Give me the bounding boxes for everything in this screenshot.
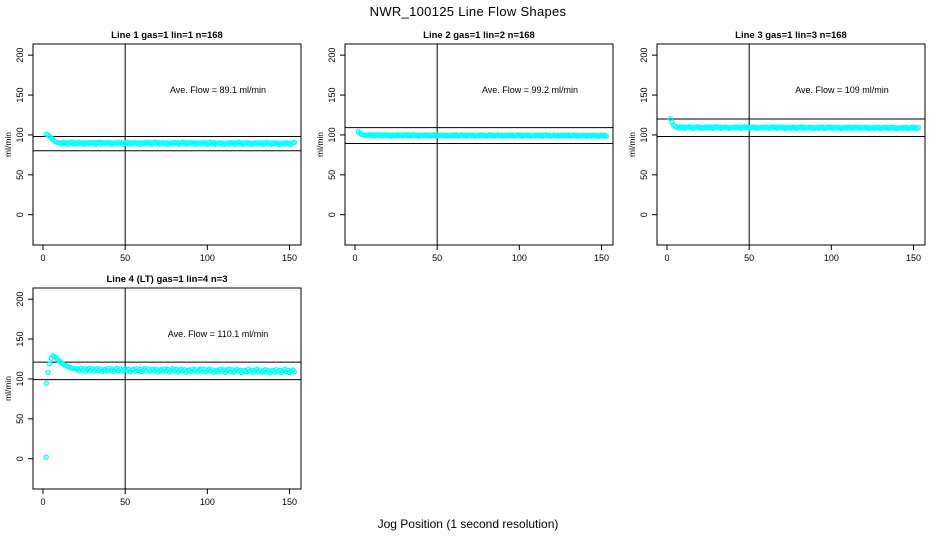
data-point xyxy=(46,361,53,367)
figure-title: NWR_100125 Line Flow Shapes xyxy=(369,4,567,19)
x-tick-label: 100 xyxy=(824,253,839,263)
y-axis-label: ml/min xyxy=(3,132,13,157)
avg-flow-annotation: Ave. Flow = 109 ml/min xyxy=(795,85,889,95)
data-points xyxy=(43,353,298,460)
data-point xyxy=(915,125,922,131)
chart-panel-3: Line 3 gas=1 lin=3 n=168 0 50 100 150 0 50 100 1… xyxy=(624,22,936,271)
y-tick-label: 0 xyxy=(327,212,337,217)
x-tick-label: 100 xyxy=(200,497,215,507)
y-axis-label: ml/min xyxy=(3,376,13,401)
data-points xyxy=(43,131,298,148)
y-tick-label: 0 xyxy=(15,212,25,217)
x-tick-label: 150 xyxy=(906,253,921,263)
y-tick-label: 100 xyxy=(15,371,25,386)
y-axis-label: ml/min xyxy=(627,132,637,157)
y-tick-label: 150 xyxy=(15,332,25,347)
y-tick-label: 150 xyxy=(327,88,337,103)
chart-panel-2: Line 2 gas=1 lin=2 n=168 0 50 100 150 0 50 100 1… xyxy=(312,22,624,271)
y-tick-label: 200 xyxy=(327,48,337,63)
x-tick-label: 50 xyxy=(120,253,130,263)
x-tick-label: 100 xyxy=(512,253,527,263)
data-point xyxy=(45,369,51,376)
y-tick-label: 200 xyxy=(15,292,25,307)
x-tick-label: 0 xyxy=(41,497,46,507)
x-tick-label: 50 xyxy=(432,253,442,263)
y-tick-label: 50 xyxy=(327,170,337,180)
panel-title: Line 4 (LT) gas=1 lin=4 n=3 xyxy=(107,274,228,285)
chart-panel-4: Line 4 (LT) gas=1 lin=4 n=3 0 50 100 150 0 50 1… xyxy=(0,266,312,515)
panel-title: Line 3 gas=1 lin=3 n=168 xyxy=(735,30,847,41)
y-axis-label: ml/min xyxy=(315,132,325,157)
y-tick-label: 0 xyxy=(15,456,25,461)
chart-panel-svg: Line 3 gas=1 lin=3 n=168 0 50 100 150 0 50 100 1… xyxy=(627,30,926,263)
plot-box xyxy=(344,43,614,246)
y-tick-label: 100 xyxy=(15,127,25,142)
avg-flow-annotation: Ave. Flow = 89.1 ml/min xyxy=(170,85,266,95)
chart-panel-svg: Line 1 gas=1 lin=1 n=168 0 50 100 150 0 50 100 1… xyxy=(3,30,302,263)
data-points xyxy=(355,129,610,140)
avg-flow-annotation: Ave. Flow = 99.2 ml/min xyxy=(482,85,578,95)
y-tick-label: 150 xyxy=(639,88,649,103)
chart-panel-1: Line 1 gas=1 lin=1 n=168 0 50 100 150 0 50 100 1… xyxy=(0,22,312,271)
x-tick-label: 150 xyxy=(594,253,609,263)
plot-box xyxy=(656,43,926,246)
data-point xyxy=(43,380,49,386)
panel-title: Line 1 gas=1 lin=1 n=168 xyxy=(111,30,223,41)
data-point xyxy=(291,369,298,375)
y-tick-label: 0 xyxy=(639,212,649,217)
x-tick-label: 0 xyxy=(665,253,670,263)
data-point xyxy=(43,454,49,460)
y-tick-label: 150 xyxy=(15,88,25,103)
figure-x-axis-label: Jog Position (1 second resolution) xyxy=(377,517,559,531)
data-point xyxy=(291,139,298,145)
chart-panel-svg: Line 4 (LT) gas=1 lin=4 n=3 0 50 100 150 0 50 1… xyxy=(3,274,302,507)
y-tick-label: 50 xyxy=(639,170,649,180)
plot-box xyxy=(32,43,302,246)
x-tick-label: 50 xyxy=(120,497,130,507)
y-tick-label: 100 xyxy=(327,127,337,142)
data-point xyxy=(603,133,610,139)
x-tick-label: 0 xyxy=(41,253,46,263)
x-tick-label: 100 xyxy=(200,253,215,263)
data-points xyxy=(667,115,922,132)
x-tick-label: 0 xyxy=(353,253,358,263)
x-tick-label: 150 xyxy=(282,497,297,507)
chart-panel-svg: Line 2 gas=1 lin=2 n=168 0 50 100 150 0 50 100 1… xyxy=(315,30,614,263)
x-tick-label: 50 xyxy=(744,253,754,263)
y-tick-label: 50 xyxy=(15,170,25,180)
panel-title: Line 2 gas=1 lin=2 n=168 xyxy=(423,30,535,41)
y-tick-label: 50 xyxy=(15,414,25,424)
plot-box xyxy=(32,287,302,490)
y-tick-label: 100 xyxy=(639,127,649,142)
avg-flow-annotation: Ave. Flow = 110.1 ml/min xyxy=(168,329,268,339)
y-tick-label: 200 xyxy=(639,48,649,63)
y-tick-label: 200 xyxy=(15,48,25,63)
x-tick-label: 150 xyxy=(282,253,297,263)
